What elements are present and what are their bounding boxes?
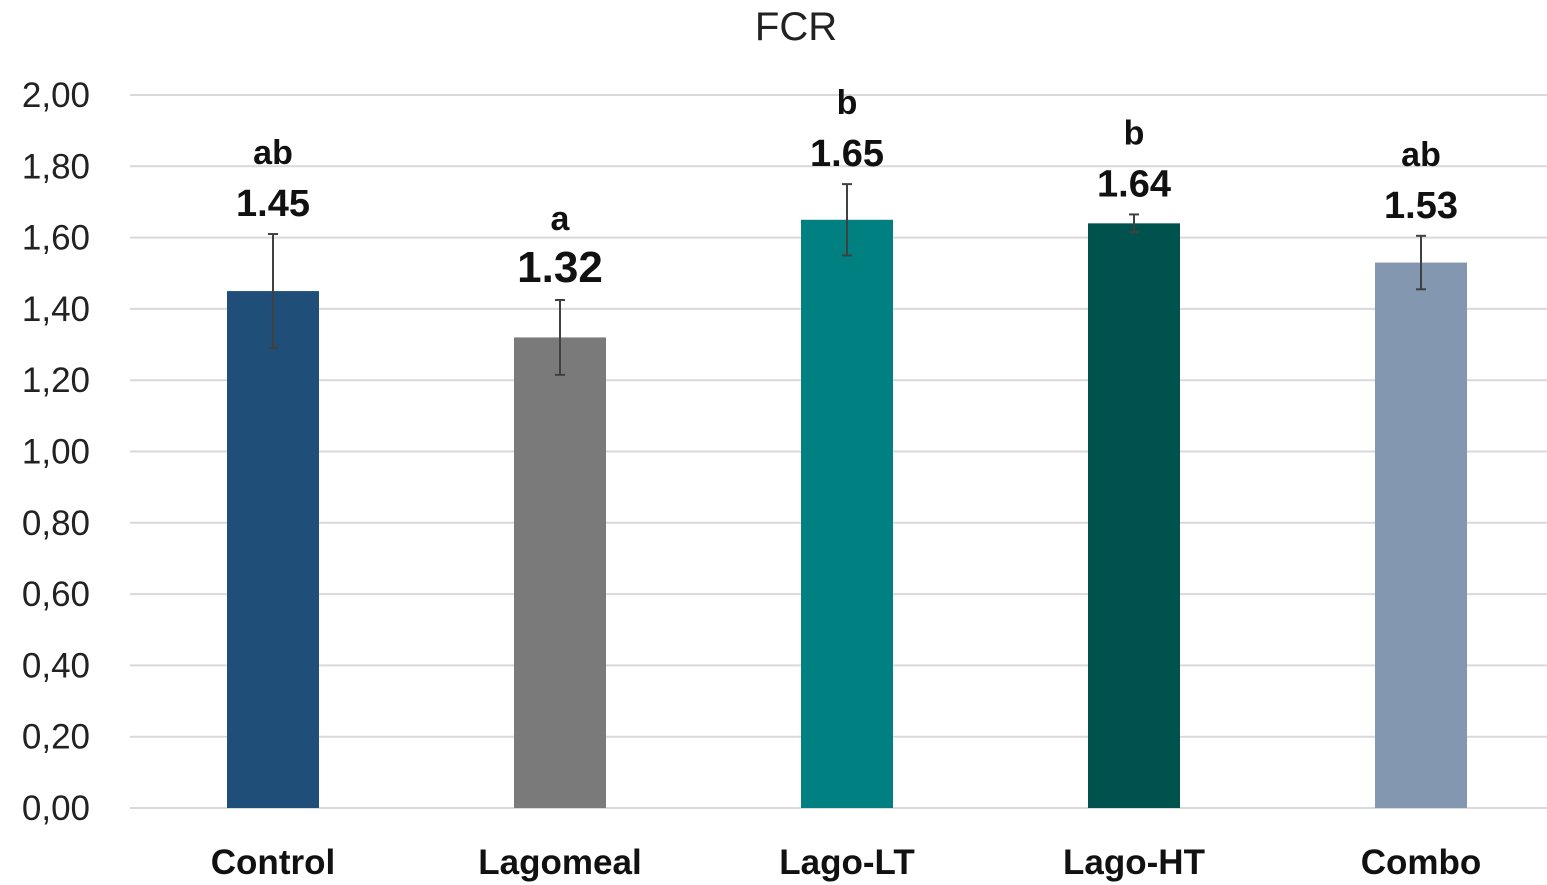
data-label: 1.65 (810, 133, 884, 175)
significance-label: a (551, 200, 571, 238)
significance-label: ab (253, 134, 293, 172)
significance-label: b (837, 84, 858, 122)
data-labels: 1.45 ab 1.32 a 1.65 b 1.64 b 1.53 ab (236, 84, 1458, 292)
error-bars (268, 183, 1426, 376)
data-label: 1.53 (1384, 185, 1458, 227)
chart-title: FCR (755, 5, 837, 49)
significance-label: ab (1401, 136, 1441, 174)
x-tick-label: Lagomeal (478, 843, 641, 882)
x-tick-label: Control (211, 843, 335, 882)
data-label: 1.45 (236, 183, 310, 225)
y-tick-label: 0,20 (22, 718, 90, 757)
y-axis-tick-labels: 0,00 0,20 0,40 0,60 0,80 1,00 1,20 1,40 1,60 1,80… (22, 76, 90, 828)
data-label: 1.64 (1097, 163, 1171, 205)
x-axis-tick-labels: Control Lagomeal Lago-LT Lago-HT Combo (211, 843, 1481, 882)
y-tick-label: 1,40 (22, 290, 90, 329)
bar-lago-lt (801, 219, 893, 808)
bar-lagomeal (514, 337, 606, 808)
y-tick-label: 1,60 (22, 219, 90, 258)
bar-control (227, 291, 319, 808)
x-tick-label: Lago-LT (779, 843, 914, 882)
y-tick-label: 0,80 (22, 504, 90, 543)
y-tick-label: 0,40 (22, 646, 90, 685)
significance-label: b (1124, 114, 1145, 152)
data-label: 1.32 (517, 243, 603, 292)
bar-lago-ht (1088, 223, 1180, 809)
y-tick-label: 1,20 (22, 361, 90, 400)
bars (227, 219, 1467, 809)
y-tick-label: 0,00 (22, 789, 90, 828)
y-tick-label: 2,00 (22, 76, 90, 115)
y-tick-label: 1,00 (22, 433, 90, 472)
y-tick-label: 0,60 (22, 575, 90, 614)
x-tick-label: Lago-HT (1063, 843, 1205, 882)
y-tick-label: 1,80 (22, 147, 90, 186)
bar-combo (1375, 262, 1467, 808)
x-tick-label: Combo (1361, 843, 1482, 882)
